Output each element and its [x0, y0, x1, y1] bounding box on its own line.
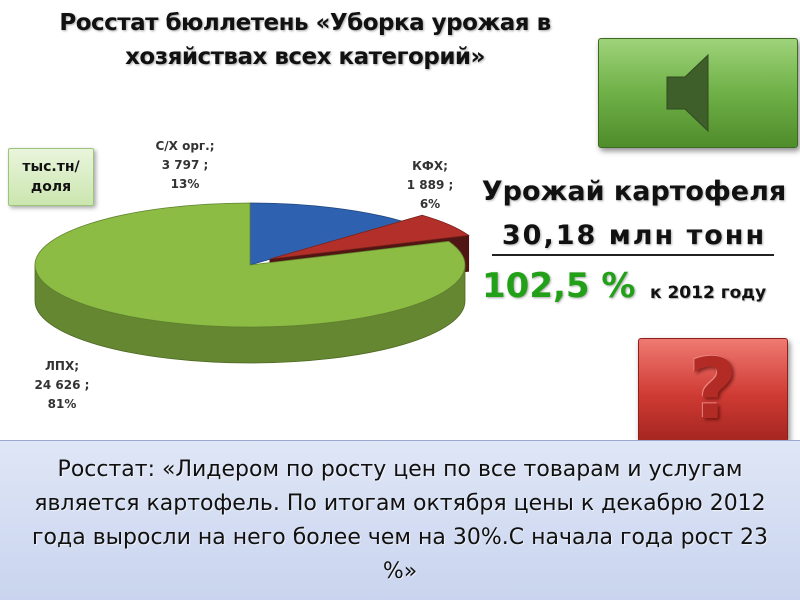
question-icon: ?	[688, 340, 738, 438]
quote-text: Росстат: «Лидером по росту цен по все то…	[32, 457, 768, 584]
pie-label-text: ЛПХ;	[45, 359, 79, 373]
pie-label-text: 1 889 ;	[407, 178, 454, 192]
harvest-percent: 102,5 %	[482, 266, 636, 306]
pie-label-1: КФХ; 1 889 ; 6%	[407, 159, 454, 211]
harvest-title: Урожай картофеля	[481, 176, 787, 207]
harvest-amount: 30,18 млн тонн	[501, 220, 767, 251]
sound-button[interactable]	[598, 38, 798, 148]
page-title-line2: хозяйствах всех категорий»	[125, 44, 485, 70]
pie-label-text: 3 797 ;	[162, 158, 209, 172]
pie-label-text: 6%	[420, 197, 440, 211]
pie-label-text: С/Х орг.;	[155, 139, 214, 153]
quote-box: Росстат: «Лидером по росту цен по все то…	[0, 440, 800, 600]
pie-label-text: 24 626 ;	[35, 378, 90, 392]
page-title: Росстат бюллетень «Уборка урожая в хозяй…	[0, 6, 610, 74]
pie-label-2: ЛПХ; 24 626 ; 81%	[35, 359, 90, 411]
unit-label: тыс.тн/ доля	[8, 148, 94, 206]
harvest-comparison: к 2012 году	[650, 283, 767, 303]
harvest-amount-underline	[492, 254, 774, 256]
pie-slice-схорг	[249, 202, 404, 266]
pie-label-text: 13%	[171, 177, 200, 191]
pie-slice-лпх	[34, 202, 466, 328]
speaker-icon	[666, 53, 709, 133]
page-title-line1: Росстат бюллетень «Уборка урожая в	[59, 10, 551, 36]
question-button[interactable]: ?	[638, 338, 788, 442]
pie-label-text: 81%	[48, 397, 77, 411]
pie-label-0: С/Х орг.; 3 797 ; 13%	[155, 139, 214, 191]
pie-body	[34, 202, 470, 364]
pie-slice-кфх	[269, 214, 470, 260]
pie-label-text: КФХ;	[412, 159, 448, 173]
